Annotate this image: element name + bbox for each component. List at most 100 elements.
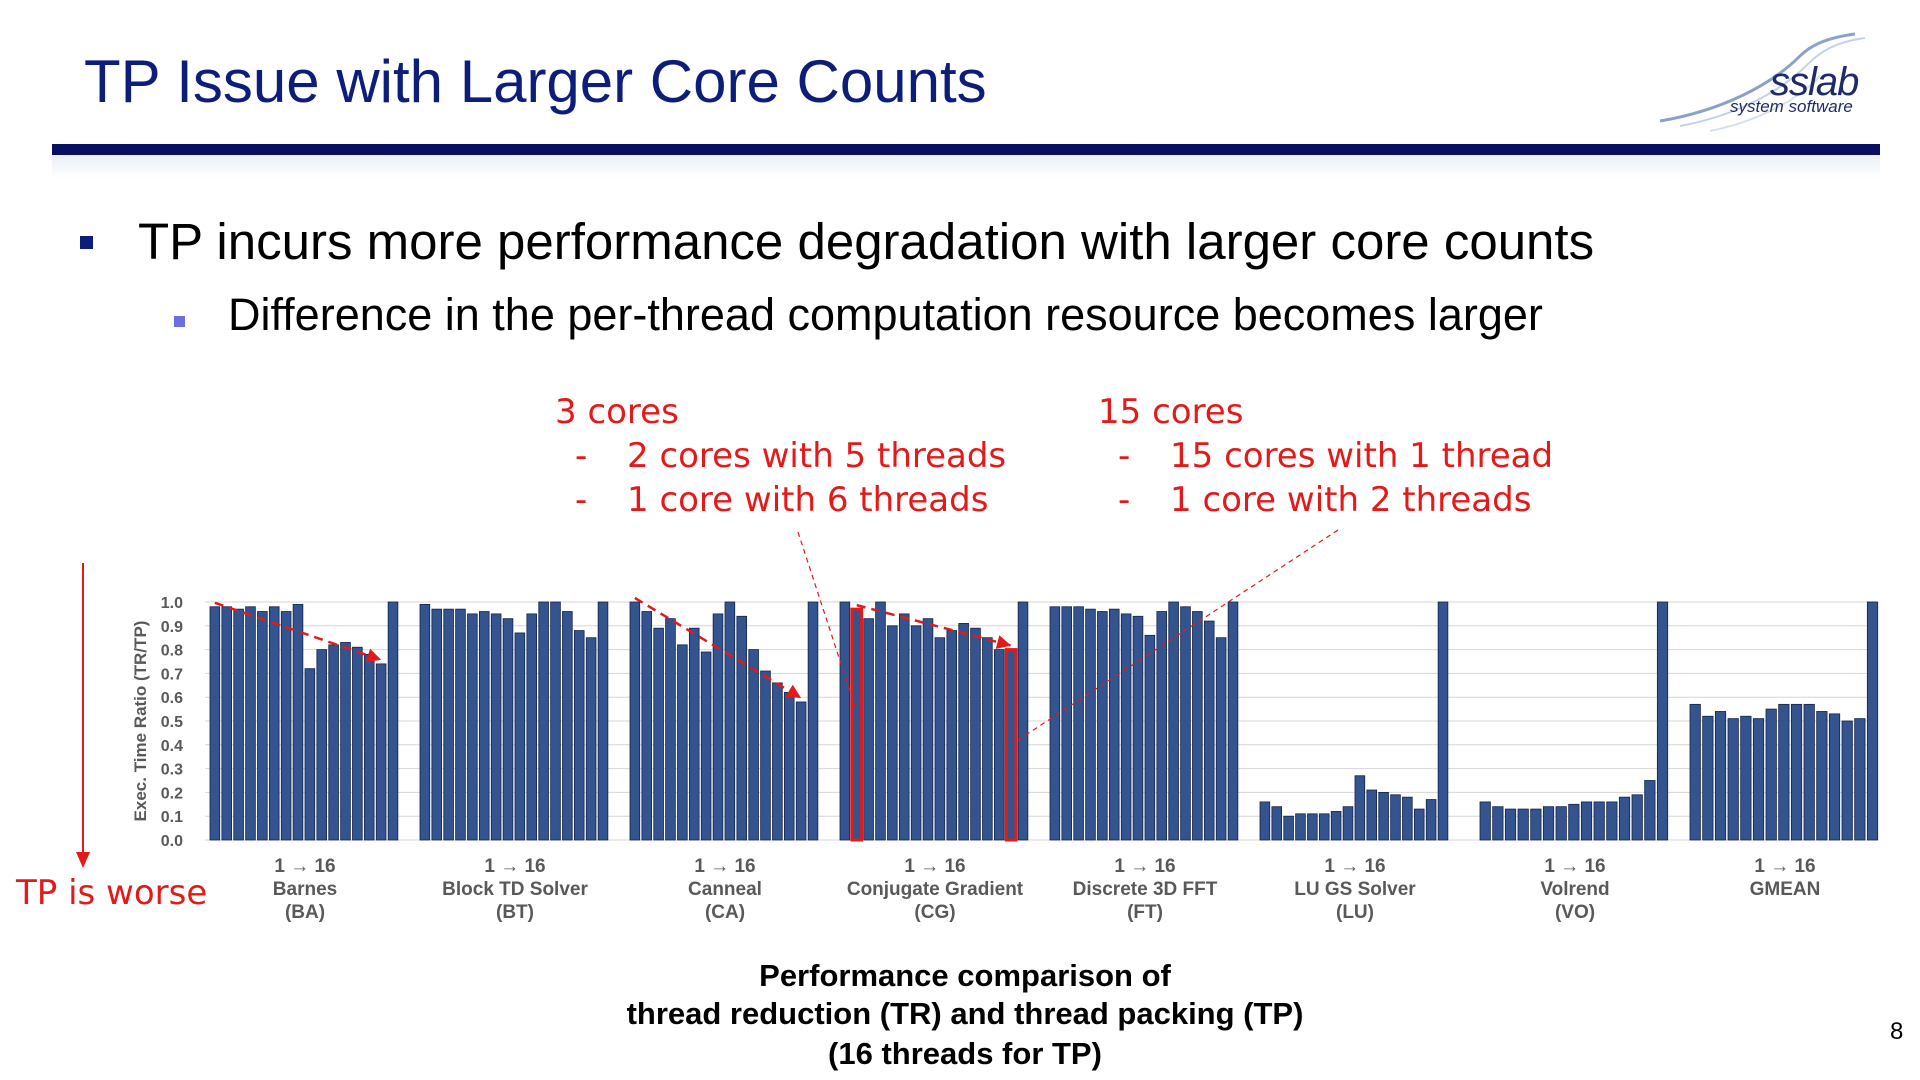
bar	[328, 644, 339, 841]
x-group-abbr-label: (CG)	[914, 902, 955, 923]
bar	[478, 611, 490, 841]
y-tick-label: 0.4	[161, 738, 183, 755]
bar	[443, 608, 454, 841]
annotation-heading: 15 cores	[1098, 392, 1244, 432]
x-group-range-label: 1 → 16	[1754, 856, 1815, 877]
callout-line-3-cores	[797, 531, 858, 713]
bar	[1203, 620, 1215, 841]
bar	[700, 651, 712, 841]
bar	[1790, 703, 1803, 841]
bar	[1656, 601, 1669, 841]
trend-arrow-line	[856, 603, 1012, 647]
bar	[1425, 799, 1437, 841]
bar	[280, 611, 292, 841]
bar	[1120, 613, 1132, 841]
bar	[1413, 808, 1425, 841]
bar	[268, 606, 280, 841]
logo-text: sslab	[1770, 60, 1859, 104]
bar	[629, 601, 641, 841]
bar	[1227, 601, 1239, 841]
bar	[1215, 637, 1227, 841]
sslab-logo: sslab system software	[1650, 26, 1880, 136]
bar	[1378, 792, 1389, 841]
bar	[502, 618, 514, 841]
x-group-name-label: Block TD Solver	[442, 879, 588, 900]
bar	[1168, 601, 1179, 841]
trend-arrowhead	[995, 635, 1012, 649]
bar	[1085, 608, 1096, 841]
x-group-range-label: 1 → 16	[1114, 856, 1175, 877]
bar	[665, 618, 676, 841]
sub-bullet-square-icon	[174, 316, 185, 327]
callout-line-15-cores	[1014, 529, 1339, 743]
bar	[316, 649, 328, 841]
bullet-sub-text: Difference in the per-thread computation…	[228, 289, 1543, 340]
bar	[760, 670, 771, 841]
bar	[993, 649, 1005, 841]
bar	[363, 653, 375, 841]
logo-subtext: system software	[1730, 97, 1853, 116]
y-tick-label: 0.9	[161, 619, 183, 636]
bar	[982, 637, 993, 841]
tp-worse-label: TP is worse	[16, 873, 208, 913]
bar	[922, 618, 934, 841]
bar	[1618, 796, 1631, 841]
bar	[1580, 801, 1593, 841]
bar	[736, 615, 748, 841]
bar	[1097, 611, 1108, 841]
bar	[1156, 611, 1168, 841]
annotation-item: -1 core with 2 threads	[1118, 480, 1532, 520]
annotation-item: -2 cores with 5 threads	[575, 436, 1007, 476]
bar	[1049, 606, 1061, 841]
bar	[1542, 806, 1555, 841]
annotation-heading: 3 cores	[555, 392, 679, 432]
bar	[1631, 794, 1643, 841]
bar	[1318, 813, 1330, 841]
bar	[1606, 801, 1618, 841]
bar	[1752, 718, 1765, 841]
x-group-range-label: 1 → 16	[1324, 856, 1385, 877]
bar	[1530, 808, 1542, 841]
bullet-main-text: TP incurs more performance degradation w…	[138, 213, 1595, 270]
bar	[1366, 789, 1378, 841]
bar	[1017, 601, 1029, 841]
chart-caption-line: (16 threads for TP)	[828, 1036, 1102, 1071]
y-tick-label: 0.6	[161, 690, 183, 707]
bar	[1765, 708, 1777, 841]
bar	[1132, 615, 1144, 841]
bar	[245, 606, 256, 841]
y-tick-label: 0.8	[161, 643, 183, 660]
bar	[1504, 808, 1517, 841]
bullet-square-icon	[80, 236, 93, 249]
x-group-range-label: 1 → 16	[904, 856, 965, 877]
bar	[1283, 815, 1294, 841]
bar	[1555, 806, 1567, 841]
bar	[1342, 806, 1354, 841]
chart-caption-line: Performance comparison of	[759, 958, 1171, 993]
bar	[1816, 711, 1828, 841]
bar	[1778, 703, 1790, 841]
x-group-abbr-label: (FT)	[1127, 902, 1163, 923]
bar	[772, 682, 783, 841]
bar	[875, 601, 886, 841]
trend-arrowhead	[365, 648, 382, 662]
bar	[1192, 611, 1203, 841]
bar	[887, 625, 898, 841]
x-group-range-label: 1 → 16	[1544, 856, 1605, 877]
bar	[1644, 780, 1656, 841]
bar	[1180, 606, 1191, 841]
title-underline	[52, 144, 1880, 155]
y-tick-label: 0.2	[161, 785, 183, 802]
bar	[1841, 720, 1853, 841]
bar	[1593, 801, 1605, 841]
bar	[653, 627, 664, 841]
y-tick-label: 0.5	[161, 714, 183, 731]
bar	[490, 613, 502, 841]
bar	[712, 613, 724, 841]
bar	[1714, 711, 1727, 841]
x-group-abbr-label: (BA)	[285, 902, 325, 923]
bar	[526, 613, 538, 841]
bar	[839, 601, 851, 841]
annotation-item: -15 cores with 1 thread	[1118, 436, 1554, 476]
bar	[1271, 806, 1283, 841]
